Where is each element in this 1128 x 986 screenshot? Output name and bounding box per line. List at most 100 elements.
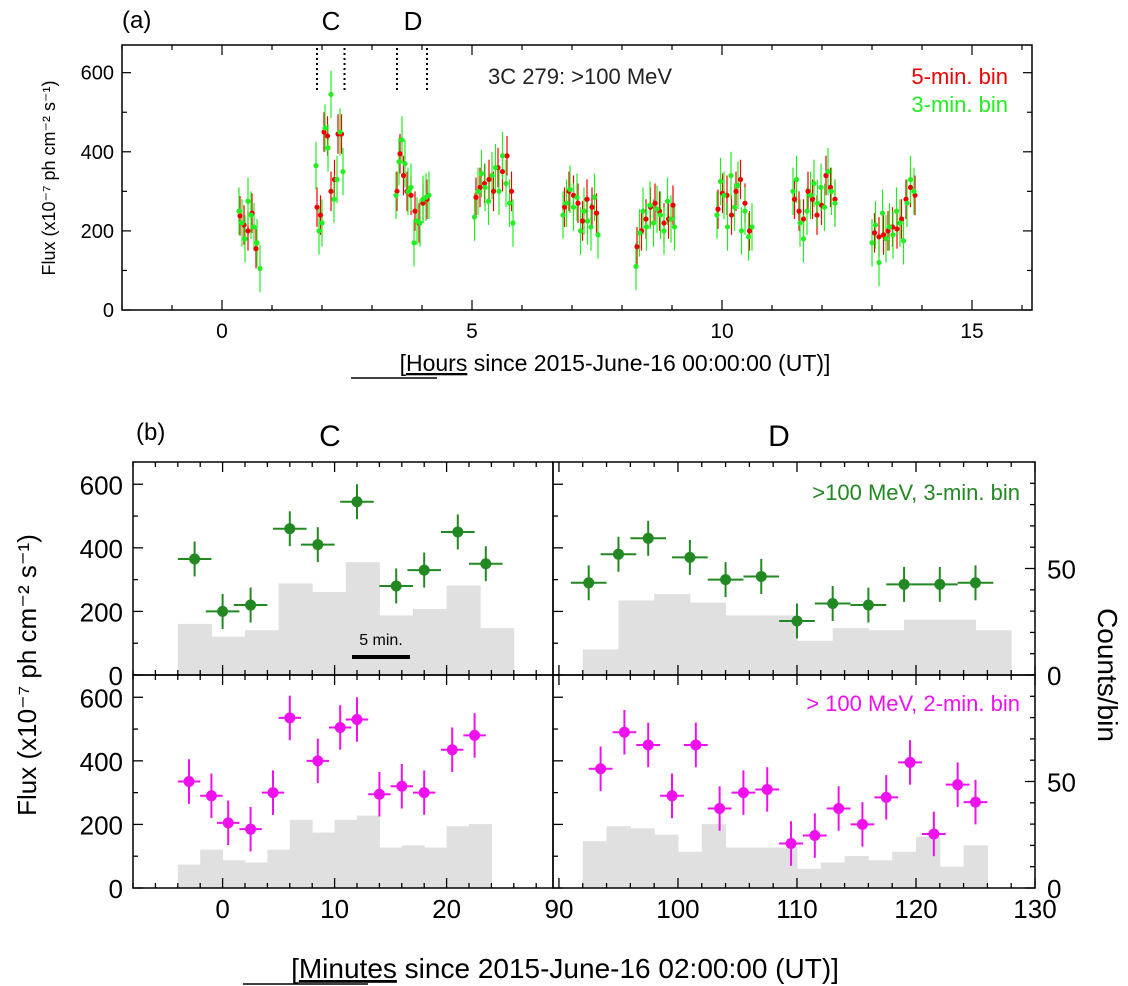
panel-b-xlabel: [Minutes since 2015-June-16 02:00:00 (UT… (291, 953, 839, 984)
counts-bar-tl (177, 623, 212, 675)
red-5min-point (832, 196, 838, 202)
green-3min-point (496, 188, 502, 194)
flux-point-bl (396, 780, 408, 792)
panel-a-plot (236, 48, 918, 293)
panel-a-frame (121, 44, 1033, 311)
red-5min-point (328, 188, 334, 194)
counts-bar-tl (278, 583, 313, 675)
green-3min-point (876, 259, 882, 266)
counts-bar-br (844, 856, 869, 888)
counts-bar-tr (654, 594, 691, 675)
flux-point-tr (684, 551, 696, 563)
red-5min-point (508, 188, 515, 194)
flux-point-br (666, 790, 678, 802)
flux-point-tr (583, 577, 595, 589)
counts-bar-br (963, 845, 988, 888)
green-3min-point (402, 161, 408, 167)
green-3min-point (869, 240, 875, 246)
counts-bar-bl (357, 815, 380, 888)
counts-bar-br (892, 851, 917, 888)
panel-b-bottom-left (177, 695, 492, 888)
panel-b-col-c: C (319, 420, 341, 453)
panel-a-xtick-label: 15 (960, 320, 983, 343)
red-5min-point (670, 202, 676, 208)
green-3min-point (821, 204, 828, 210)
red-5min-point (499, 168, 506, 175)
red-5min-point (876, 234, 882, 240)
green-3min-point (417, 220, 423, 226)
counts-bar-tl (211, 636, 246, 675)
green-3min-point (574, 194, 580, 200)
green-3min-point (911, 188, 917, 194)
flux-point-br (690, 739, 702, 751)
panel-b-col-d: D (768, 420, 790, 453)
red-5min-point (898, 216, 905, 222)
green-3min-point (668, 216, 674, 222)
counts-bar-tl (480, 628, 515, 675)
green-3min-point (489, 172, 495, 179)
red-5min-point (584, 196, 590, 202)
panel-b-label: (b) (136, 419, 165, 446)
flux-point-br (928, 828, 940, 840)
counts-ytick-label-br: 0 (1047, 874, 1061, 904)
counts-bar-br (677, 851, 703, 888)
green-3min-point (832, 200, 838, 206)
flux-point-bl (373, 788, 385, 800)
flux-point-tr (898, 578, 910, 590)
green-3min-point (633, 263, 639, 270)
green-3min-point (640, 208, 646, 214)
green-3min-point (325, 145, 331, 151)
red-5min-point (408, 192, 414, 198)
red-5min-point (805, 188, 811, 194)
counts-bar-tr (582, 649, 619, 675)
green-3min-point (334, 176, 340, 183)
green-3min-point (793, 176, 800, 183)
red-5min-point (412, 208, 418, 214)
flux-ytick-label-tl: 0 (109, 661, 123, 691)
counts-bar-tr (796, 640, 834, 675)
green-3min-point (828, 188, 835, 194)
green-3min-point (405, 188, 411, 194)
red-5min-point (814, 212, 820, 218)
green-3min-point (883, 236, 889, 242)
green-3min-point (738, 228, 745, 234)
green-3min-point (254, 240, 260, 246)
counts-bar-tr (975, 630, 1012, 675)
flux-ytick-label-bl: 0 (109, 874, 123, 904)
xtick-label-bl: 10 (320, 894, 349, 924)
red-5min-point (317, 212, 324, 218)
green-3min-point (735, 182, 741, 189)
flux-point-tr (755, 570, 767, 582)
xtick-label-br: 90 (544, 894, 573, 924)
red-5min-point (894, 226, 900, 232)
flux-point-tl (284, 523, 296, 535)
counts-bar-tr (689, 602, 727, 675)
green-3min-point (818, 184, 824, 190)
red-5min-point (394, 188, 400, 194)
flux-point-bl (245, 823, 257, 835)
flux-point-br (714, 803, 726, 815)
green-3min-point (503, 180, 509, 187)
green-3min-point (749, 224, 755, 230)
green-3min-point (584, 218, 591, 224)
flux-point-tl (480, 558, 492, 570)
flux-ytick-label-tl: 200 (80, 597, 123, 627)
flux-point-br (809, 830, 821, 842)
panel-b-top-right (570, 520, 1012, 675)
panel-a-ytick-label: 600 (81, 63, 114, 85)
flux-point-tl (390, 580, 402, 592)
counts-bar-bl (446, 826, 470, 888)
green-3min-point (331, 196, 337, 202)
flux-point-br (618, 726, 630, 738)
flux-point-br (833, 803, 845, 815)
red-5min-point (661, 220, 667, 226)
flux-point-br (856, 818, 868, 830)
green-3min-point (811, 180, 817, 187)
green-3min-point (492, 165, 499, 171)
green-3min-point (742, 208, 748, 214)
flux-ytick-label-bl: 200 (80, 810, 123, 840)
flux-point-bl (222, 817, 234, 829)
flux-point-br (785, 837, 797, 849)
green-3min-point (322, 125, 328, 131)
panel-a-xtick-label: 10 (710, 320, 733, 343)
